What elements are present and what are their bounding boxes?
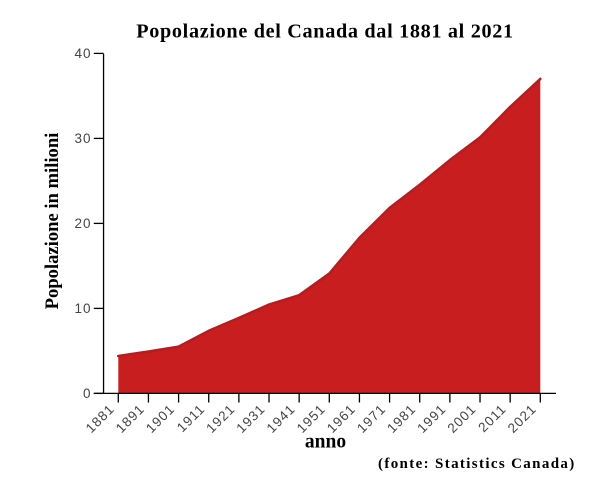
svg-text:Popolazione del Canada dal 188: Popolazione del Canada dal 1881 al 2021 xyxy=(136,21,514,43)
svg-text:0: 0 xyxy=(83,386,92,401)
svg-text:20: 20 xyxy=(74,216,91,231)
svg-text:(fonte: Statistics Canada): (fonte: Statistics Canada) xyxy=(378,456,576,472)
svg-text:Popolazione in milioni: Popolazione in milioni xyxy=(42,133,63,310)
svg-text:anno: anno xyxy=(305,432,346,453)
svg-text:10: 10 xyxy=(74,301,91,316)
svg-text:30: 30 xyxy=(74,131,91,146)
svg-text:40: 40 xyxy=(74,46,91,61)
